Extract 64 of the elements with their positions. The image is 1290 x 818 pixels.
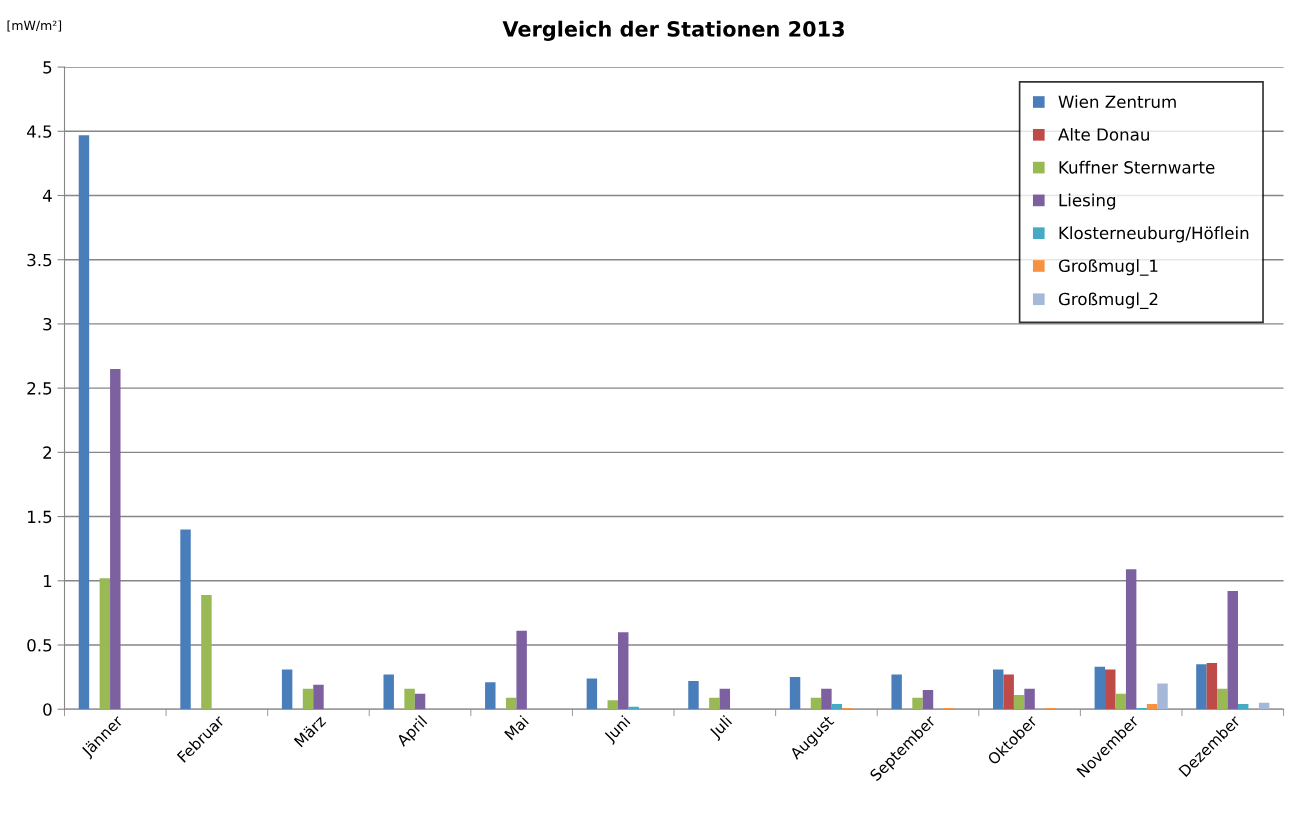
y-tick-label: 2 <box>43 446 52 459</box>
bar <box>1024 688 1035 710</box>
y-tick-label: 1 <box>43 574 52 588</box>
bar <box>1258 702 1270 710</box>
bar <box>78 135 90 710</box>
bar <box>789 677 801 710</box>
bar <box>586 678 598 710</box>
bar <box>302 688 314 710</box>
legend-label: Kuffner Sternwarte <box>1059 160 1215 174</box>
y-tick-label: 0 <box>43 703 52 716</box>
legend-label: Wien Zentrum <box>1058 95 1176 109</box>
bar <box>1094 666 1106 710</box>
bar <box>1157 683 1168 710</box>
legend-label: Liesing <box>1059 193 1116 210</box>
bar <box>891 674 902 710</box>
legend-label: Alte Donau <box>1058 127 1149 141</box>
bar <box>1227 591 1238 710</box>
bar <box>719 688 731 710</box>
x-tick-label: Mai <box>503 715 529 741</box>
bar <box>912 697 923 710</box>
bar <box>810 697 822 710</box>
bar <box>831 704 843 710</box>
bar <box>1196 664 1207 710</box>
bar <box>404 688 415 710</box>
bar <box>1105 669 1116 710</box>
bar <box>1217 688 1228 710</box>
chart-title: Vergleich der Stationen 2013 <box>502 20 844 42</box>
bar <box>709 697 720 710</box>
bar <box>110 368 121 710</box>
legend-label: Großmugl_1 <box>1058 259 1158 276</box>
y-tick-label: 3.5 <box>27 253 52 267</box>
bar <box>516 630 527 710</box>
bar <box>485 682 496 710</box>
bar <box>1125 569 1137 710</box>
bar <box>1146 704 1158 710</box>
bar <box>505 697 517 710</box>
y-tick-label: 5 <box>43 61 52 74</box>
y-tick-label: 2.5 <box>27 382 52 395</box>
bar <box>1206 662 1218 710</box>
bar <box>922 689 934 710</box>
bar <box>993 669 1004 710</box>
bar <box>180 529 191 710</box>
bar <box>201 594 212 710</box>
y-tick-label: 4 <box>42 189 52 202</box>
bar <box>1003 674 1014 710</box>
bar <box>1013 695 1025 710</box>
y-tick-label: 3 <box>43 317 52 331</box>
bar <box>618 632 629 710</box>
legend-label: Großmugl_2 <box>1058 292 1158 309</box>
y-tick-label: 4.5 <box>27 125 52 138</box>
bar <box>383 674 394 710</box>
legend-label: Klosterneuburg/Höflein <box>1059 226 1249 243</box>
bar <box>414 693 426 710</box>
bar <box>281 669 293 710</box>
bar <box>99 578 111 710</box>
bar <box>688 680 699 710</box>
y-axis-title: [mW/m²] <box>7 20 62 32</box>
y-tick-label: 1.5 <box>28 510 52 524</box>
bar <box>1237 704 1249 710</box>
bar <box>1115 693 1126 710</box>
y-tick-label: 0.5 <box>27 638 52 652</box>
bar <box>313 684 324 710</box>
bar <box>607 700 619 710</box>
bar <box>821 688 832 710</box>
